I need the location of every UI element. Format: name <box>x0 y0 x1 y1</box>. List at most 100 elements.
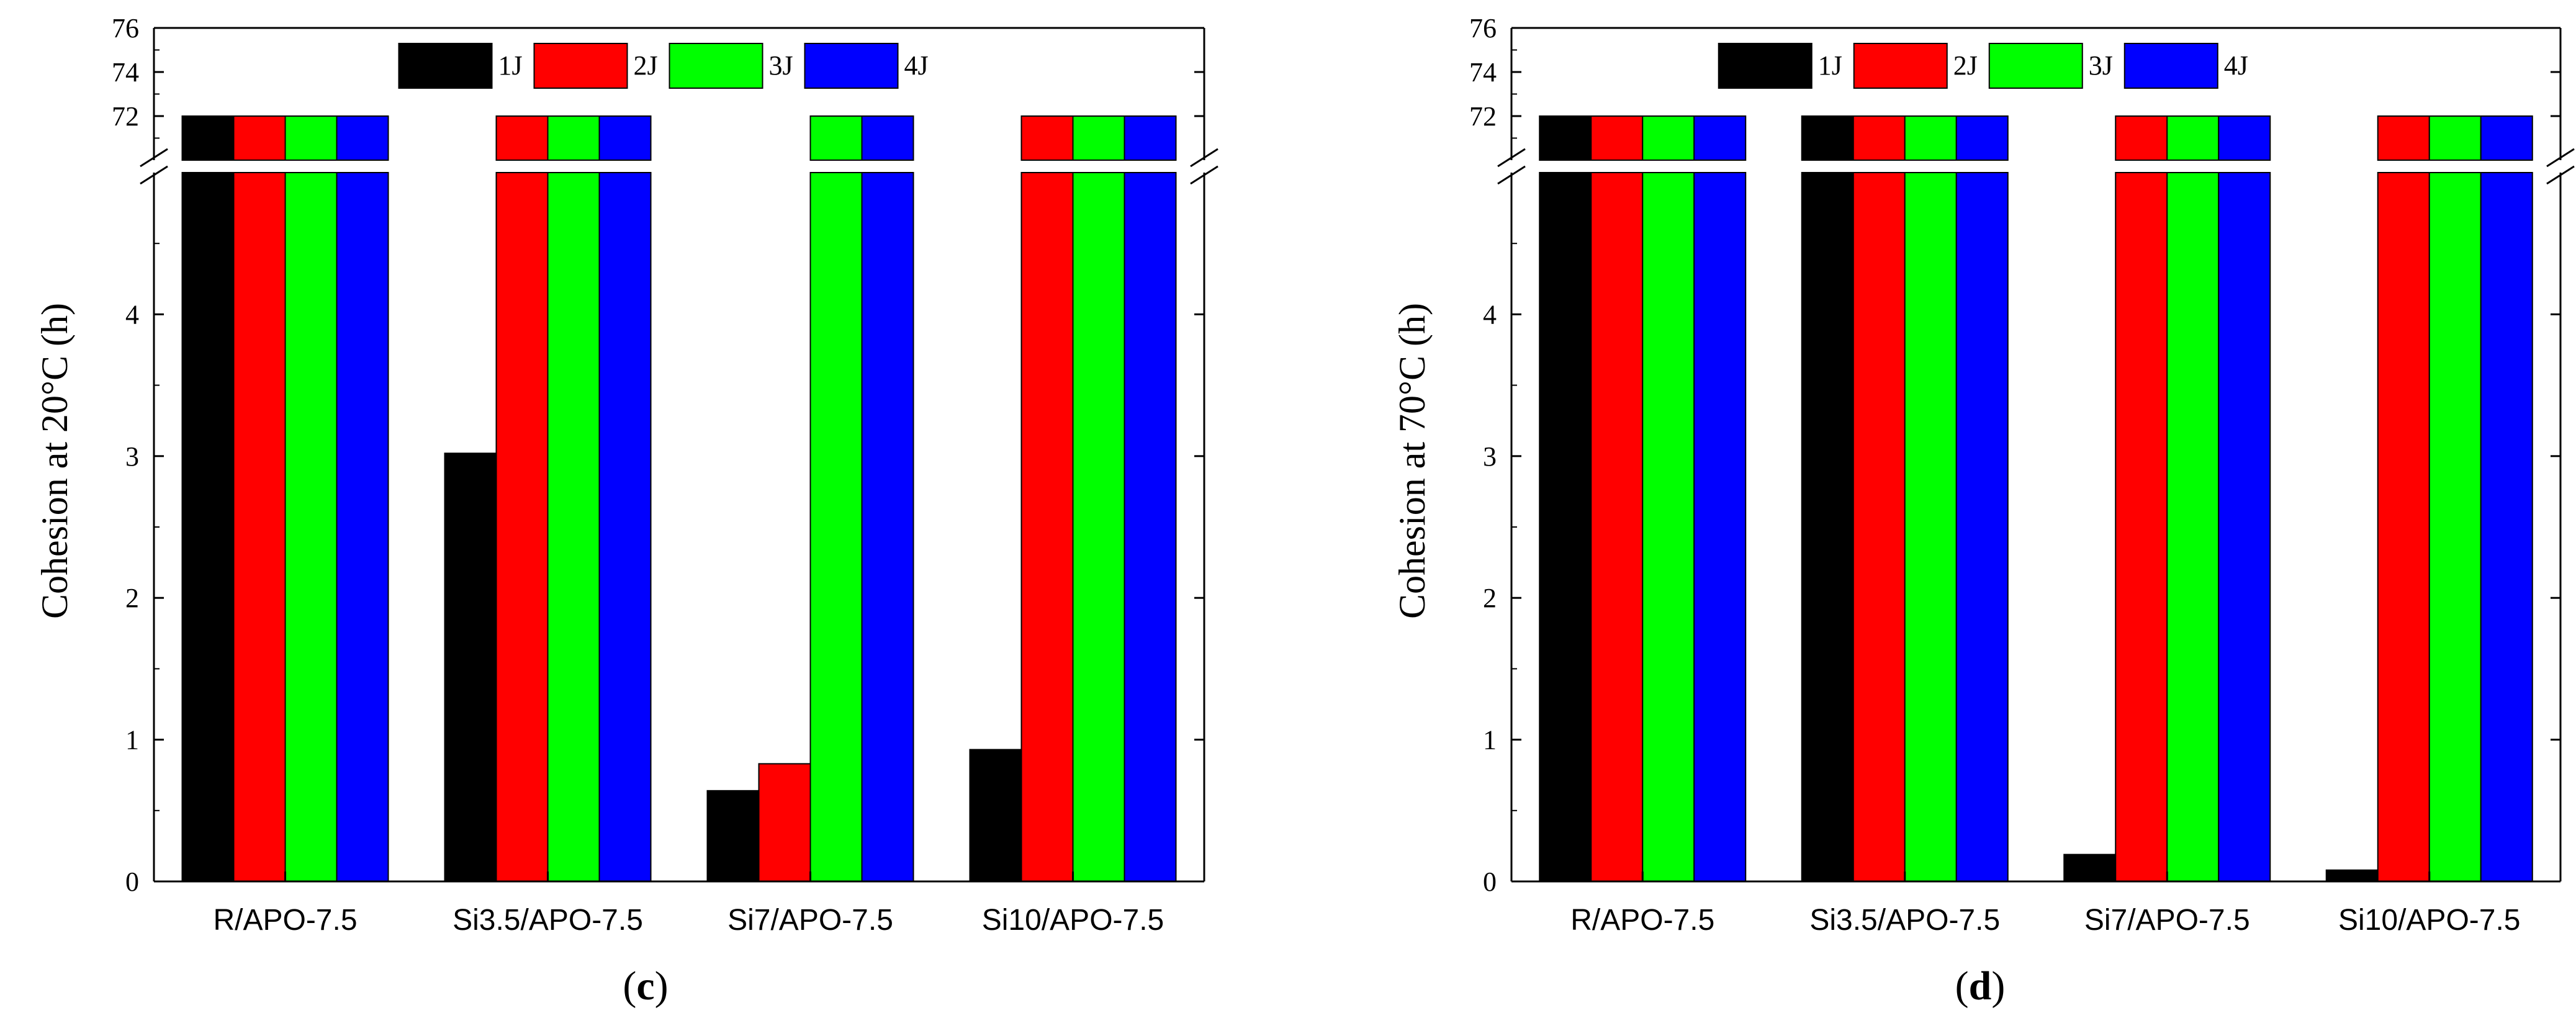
y-tick-label: 2 <box>125 583 139 613</box>
bar-4J-2-lower <box>861 172 914 882</box>
bar-2J-0-upper <box>233 115 286 161</box>
bar-3J-3-lower <box>2428 172 2482 882</box>
y-tick-label: 1 <box>1483 725 1497 755</box>
bar-2J-3-lower <box>1020 172 1074 882</box>
y-axis-label: Cohesion at 20°C (h) <box>34 303 75 619</box>
panel-label-close: ) <box>655 963 669 1009</box>
y-tick-label: 72 <box>1469 101 1497 132</box>
y-tick-label: 74 <box>112 57 139 88</box>
bar-3J-2-upper <box>2166 115 2220 161</box>
bar-4J-3-lower <box>2480 172 2533 882</box>
bar-4J-3-upper <box>1124 115 1177 161</box>
bars <box>181 115 1177 883</box>
bar-1J-0-upper <box>1539 115 1592 161</box>
bar-4J-3-upper <box>2480 115 2533 161</box>
bar-1J-2 <box>2063 854 2117 883</box>
y-tick-label: 2 <box>1483 583 1497 613</box>
bar-1J-2 <box>706 790 760 882</box>
y-tick-label: 4 <box>125 299 139 330</box>
bar-4J-1-lower <box>598 172 652 882</box>
panel-label-letter: d <box>1969 963 1992 1009</box>
panel-label-open: ( <box>1955 963 1969 1009</box>
bar-3J-3-upper <box>2428 115 2482 161</box>
bar-3J-1-lower <box>1904 172 1957 882</box>
bar-4J-1-lower <box>1955 172 2009 882</box>
bar-3J-1-lower <box>547 172 600 882</box>
chart-panel-c: 0 1 2 3 4 72 74 76 R/APO-7.5 Si3.5/APO-7.5 Si7/APO… <box>34 13 1218 1009</box>
bar-3J-3-lower <box>1072 172 1125 882</box>
bar-2J-1-lower <box>1852 172 1906 882</box>
break-mark-0-b <box>1497 165 1526 185</box>
legend-label: 4J <box>904 50 929 81</box>
bar-1J-1 <box>444 453 497 882</box>
bar-4J-1-upper <box>598 115 652 161</box>
bar-4J-0-upper <box>1693 115 1747 161</box>
bar-3J-1-upper <box>1904 115 1957 161</box>
bar-3J-2-upper <box>809 115 863 161</box>
bar-2J-3-upper <box>1020 115 1074 161</box>
bar-3J-0-upper <box>1642 115 1695 161</box>
y-tick-label: 4 <box>1483 299 1497 330</box>
legend-label: 1J <box>498 50 523 81</box>
break-mark-0-a <box>140 148 168 168</box>
x-category-label: Si10/APO-7.5 <box>2338 904 2520 937</box>
legend-swatch-4J <box>804 43 899 89</box>
bar-3J-2-lower <box>809 172 863 882</box>
y-tick-label: 3 <box>125 441 139 472</box>
bar-2J-3-lower <box>2377 172 2430 882</box>
x-category-label: R/APO-7.5 <box>213 904 357 937</box>
legend-label: 3J <box>769 50 793 81</box>
bar-3J-0-lower <box>1642 172 1695 882</box>
bar-3J-3-upper <box>1072 115 1125 161</box>
bar-2J-0-upper <box>1590 115 1644 161</box>
bar-2J-1-lower <box>495 172 549 882</box>
axes: 0 1 2 3 4 72 74 76 R/APO-7.5 Si3.5/APO-7.5 Si7/APO… <box>1469 13 2575 937</box>
legend-swatch-3J <box>669 43 763 89</box>
bar-2J-3-upper <box>2377 115 2430 161</box>
bar-1J-1-upper <box>1801 115 1854 161</box>
bar-3J-0-lower <box>284 172 338 882</box>
y-tick-label: 1 <box>125 725 139 755</box>
legend-label: 2J <box>1953 50 1978 81</box>
bar-2J-0-lower <box>233 172 286 882</box>
bar-2J-0-lower <box>1590 172 1644 882</box>
bar-4J-0-lower <box>1693 172 1747 882</box>
bar-4J-3-lower <box>1124 172 1177 882</box>
legend: 1J 2J 3J 4J <box>1718 43 2248 89</box>
chart-panel-d: 0 1 2 3 4 72 74 76 R/APO-7.5 Si3.5/APO-7.5 Si7/APO… <box>1392 13 2575 1009</box>
bar-1J-3 <box>2325 869 2379 883</box>
bar-3J-1-upper <box>547 115 600 161</box>
break-mark-1-a <box>1190 148 1218 168</box>
break-mark-0-a <box>1497 148 1526 168</box>
x-category-label: Si3.5/APO-7.5 <box>453 904 643 937</box>
break-mark-1-b <box>2546 165 2575 185</box>
bar-2J-2-lower <box>2115 172 2168 882</box>
legend: 1J 2J 3J 4J <box>398 43 929 89</box>
legend-label: 1J <box>1818 50 1842 81</box>
panel-label: (c) <box>623 963 668 1009</box>
panel-label: (d) <box>1955 963 2006 1009</box>
bar-1J-1-lower <box>1801 172 1854 882</box>
bar-3J-0-upper <box>284 115 338 161</box>
bar-1J-0-lower <box>1539 172 1592 882</box>
break-mark-0-b <box>140 165 168 185</box>
bar-4J-2-upper <box>2218 115 2271 161</box>
x-category-label: Si7/APO-7.5 <box>2084 904 2250 937</box>
bar-2J-2 <box>758 763 811 882</box>
bar-1J-0-lower <box>181 172 235 882</box>
y-axis-label: Cohesion at 70°C (h) <box>1392 303 1433 619</box>
legend-label: 2J <box>634 50 658 81</box>
bar-2J-2-upper <box>2115 115 2168 161</box>
bar-4J-0-upper <box>336 115 389 161</box>
bars <box>1539 115 2533 883</box>
y-tick-label: 76 <box>112 13 139 43</box>
break-mark-1-a <box>2546 148 2575 168</box>
axes: 0 1 2 3 4 72 74 76 R/APO-7.5 Si3.5/APO-7.5 Si7/APO… <box>112 13 1218 937</box>
legend-swatch-3J <box>1988 43 2083 89</box>
bar-2J-1-upper <box>495 115 549 161</box>
y-tick-label: 0 <box>125 867 139 897</box>
x-category-label: R/APO-7.5 <box>1570 904 1714 937</box>
y-tick-label: 3 <box>1483 441 1497 472</box>
